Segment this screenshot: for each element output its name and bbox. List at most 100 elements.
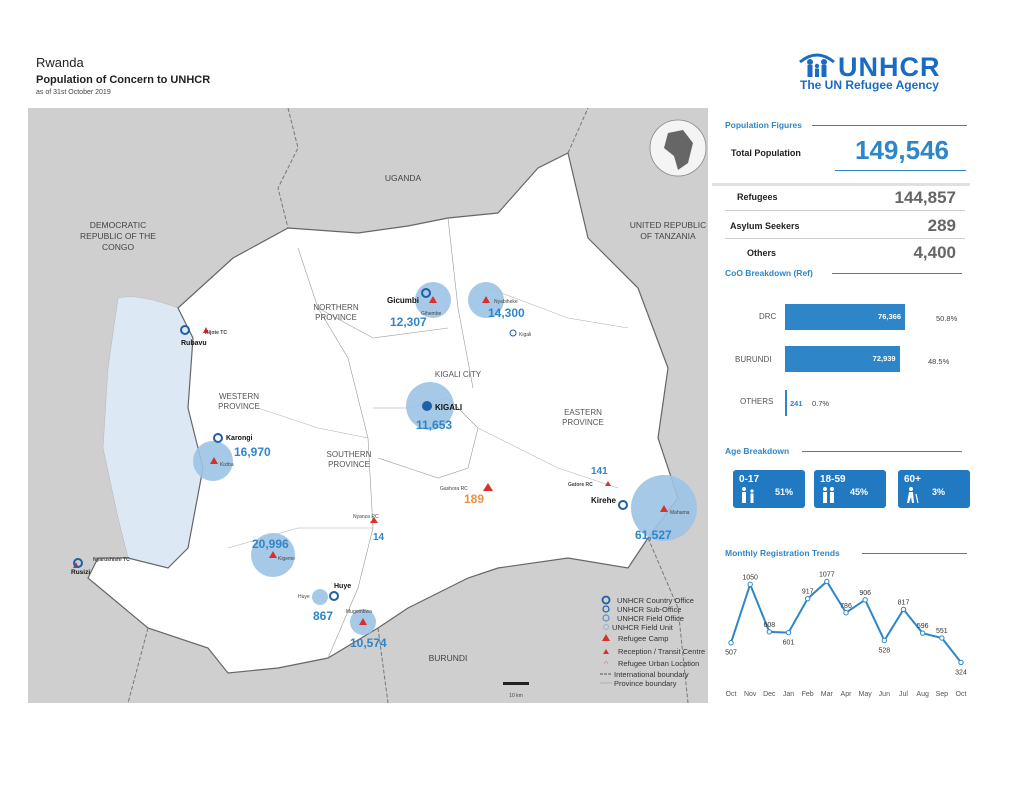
trend-point: [728, 640, 734, 646]
panel-divider: [712, 183, 970, 186]
refugees-value: 144,857: [894, 188, 956, 207]
site-gashora: Gashora RC: [440, 486, 468, 492]
figure-kiziba: 16,970: [234, 445, 271, 459]
trend-month-label: Mar: [821, 691, 834, 698]
site-mugombwa: Mugombwa: [346, 609, 372, 615]
trend-month-label: May: [859, 691, 873, 698]
refugees-label: Refugees: [737, 192, 778, 202]
age-pct: 45%: [850, 487, 869, 497]
as-of-date: as of 31st October 2019: [36, 89, 111, 96]
coo-bar-value-others: 241: [790, 399, 803, 408]
row-divider: [725, 238, 965, 239]
trend-value-label: 528: [878, 647, 890, 654]
coo-pct-others: 0.7%: [812, 399, 830, 408]
trend-month-label: Jan: [783, 691, 794, 698]
others-value: 4,400: [913, 243, 956, 262]
trend-point: [919, 630, 926, 636]
trend-point: [804, 595, 811, 602]
field-office-icon: [602, 614, 610, 622]
trend-value-label: 608: [763, 622, 775, 629]
adult-icon: [820, 486, 838, 509]
coo-bar-label-others: OTHERS: [740, 397, 774, 406]
coo-breakdown-title: CoO Breakdown (Ref): [725, 268, 813, 278]
trend-month-label: Oct: [956, 691, 967, 698]
figure-nyanza: 14: [373, 532, 385, 543]
field-unit-icon: [603, 624, 609, 630]
others-label: Others: [747, 248, 777, 258]
figure-gatore: 141: [591, 466, 608, 477]
page-subtitle: Population of Concern to UNHCR: [36, 74, 211, 86]
trend-point: [862, 597, 868, 603]
coo-bar-drc: 76,366: [785, 304, 905, 330]
coo-bar-label-drc: DRC: [759, 312, 777, 321]
office-kigali: KIGALI: [435, 403, 462, 412]
label-burundi: BURUNDI: [429, 653, 468, 663]
population-figures-title: Population Figures: [725, 120, 802, 130]
site-nyanza: Nyanza RC: [353, 514, 379, 520]
title-rule: [802, 451, 962, 452]
legend-reception: Reception / Transit Centre: [618, 647, 705, 656]
trend-value-label: 786: [840, 603, 852, 610]
scale-label: 10 km: [509, 693, 523, 699]
reception-centre-icon: [605, 481, 611, 486]
reception-centre-icon: [370, 517, 378, 523]
coo-pct-burundi: 48.5%: [928, 357, 950, 366]
legend-field-office: UNHCR Field Office: [617, 614, 684, 623]
coo-bar-value-drc: 76,366: [878, 312, 901, 321]
transit-centre-icon: [483, 483, 493, 491]
label-southern-province: SOUTHERN PROVINCE: [326, 450, 372, 469]
sub-office-icon: [421, 288, 431, 298]
trend-month-label: Sep: [936, 691, 949, 698]
label-northern-province: NORTHERN PROVINCE: [313, 303, 359, 322]
country-office-icon: [601, 595, 611, 605]
field-unit-icon: [73, 558, 83, 568]
title-rule: [832, 273, 962, 274]
field-office-icon: [213, 433, 223, 443]
trend-value-label: 507: [725, 650, 737, 657]
trend-value-label: 551: [936, 628, 948, 635]
field-office-icon: [618, 500, 628, 510]
figure-mugombwa: 10,574: [350, 636, 387, 650]
age-group-0-17: 0-17 51%: [733, 470, 805, 508]
age-group-60-plus: 60+ 3%: [898, 470, 970, 508]
legend-field-unit: UNHCR Field Unit: [612, 623, 674, 632]
country-office-icon: [422, 401, 432, 411]
figure-kigali: 11,653: [416, 418, 452, 432]
trend-point: [958, 659, 964, 666]
site-kigeme: Kigeme: [278, 556, 295, 562]
trend-point: [747, 581, 753, 588]
camp-icon: [359, 618, 367, 625]
total-population-label: Total Population: [731, 148, 801, 158]
rwanda-territory: [87, 152, 679, 674]
site-gihembe: Gihembe: [421, 311, 442, 317]
trend-value-label: 1050: [742, 574, 758, 581]
map-legend: UNHCR Country Office UNHCR Sub-Office UN…: [600, 595, 705, 688]
legend-sub-office: UNHCR Sub-Office: [617, 605, 681, 614]
unhcr-people-shelter-icon: [798, 50, 836, 78]
urban-location-icon: [604, 661, 608, 664]
trend-value-label: 1077: [819, 571, 835, 578]
trend-month-label: Jun: [879, 691, 890, 698]
camp-icon: [660, 505, 668, 512]
row-divider: [725, 210, 965, 211]
page-title: Rwanda: [36, 55, 84, 70]
trend-value-label: 601: [783, 640, 795, 647]
asylum-seekers-label: Asylum Seekers: [730, 221, 800, 231]
rwanda-map[interactable]: UGANDA DEMOCRATIC REPUBLIC OF THE CONGO …: [28, 107, 708, 704]
trend-value-label: 917: [802, 589, 814, 596]
unhcr-logo-word: UNHCR: [838, 52, 941, 82]
site-mahama: Mahama: [670, 510, 690, 516]
coo-pct-drc: 50.8%: [936, 314, 958, 323]
legend-camp: Refugee Camp: [618, 634, 668, 643]
trend-point: [785, 629, 792, 636]
site-kiziba: Kiziba: [220, 462, 234, 468]
trend-point: [939, 635, 945, 641]
coo-bar-others: [785, 390, 787, 416]
coo-bar-label-burundi: BURUNDI: [735, 355, 772, 364]
scale-bar: [503, 682, 529, 685]
label-eastern-province: EASTERN PROVINCE: [562, 408, 604, 427]
site-gatore: Gatore RC: [568, 482, 593, 488]
site-kijote: Kijote TC: [205, 330, 227, 336]
total-population-value: 149,546: [855, 135, 949, 165]
trend-month-label: Nov: [744, 691, 757, 698]
